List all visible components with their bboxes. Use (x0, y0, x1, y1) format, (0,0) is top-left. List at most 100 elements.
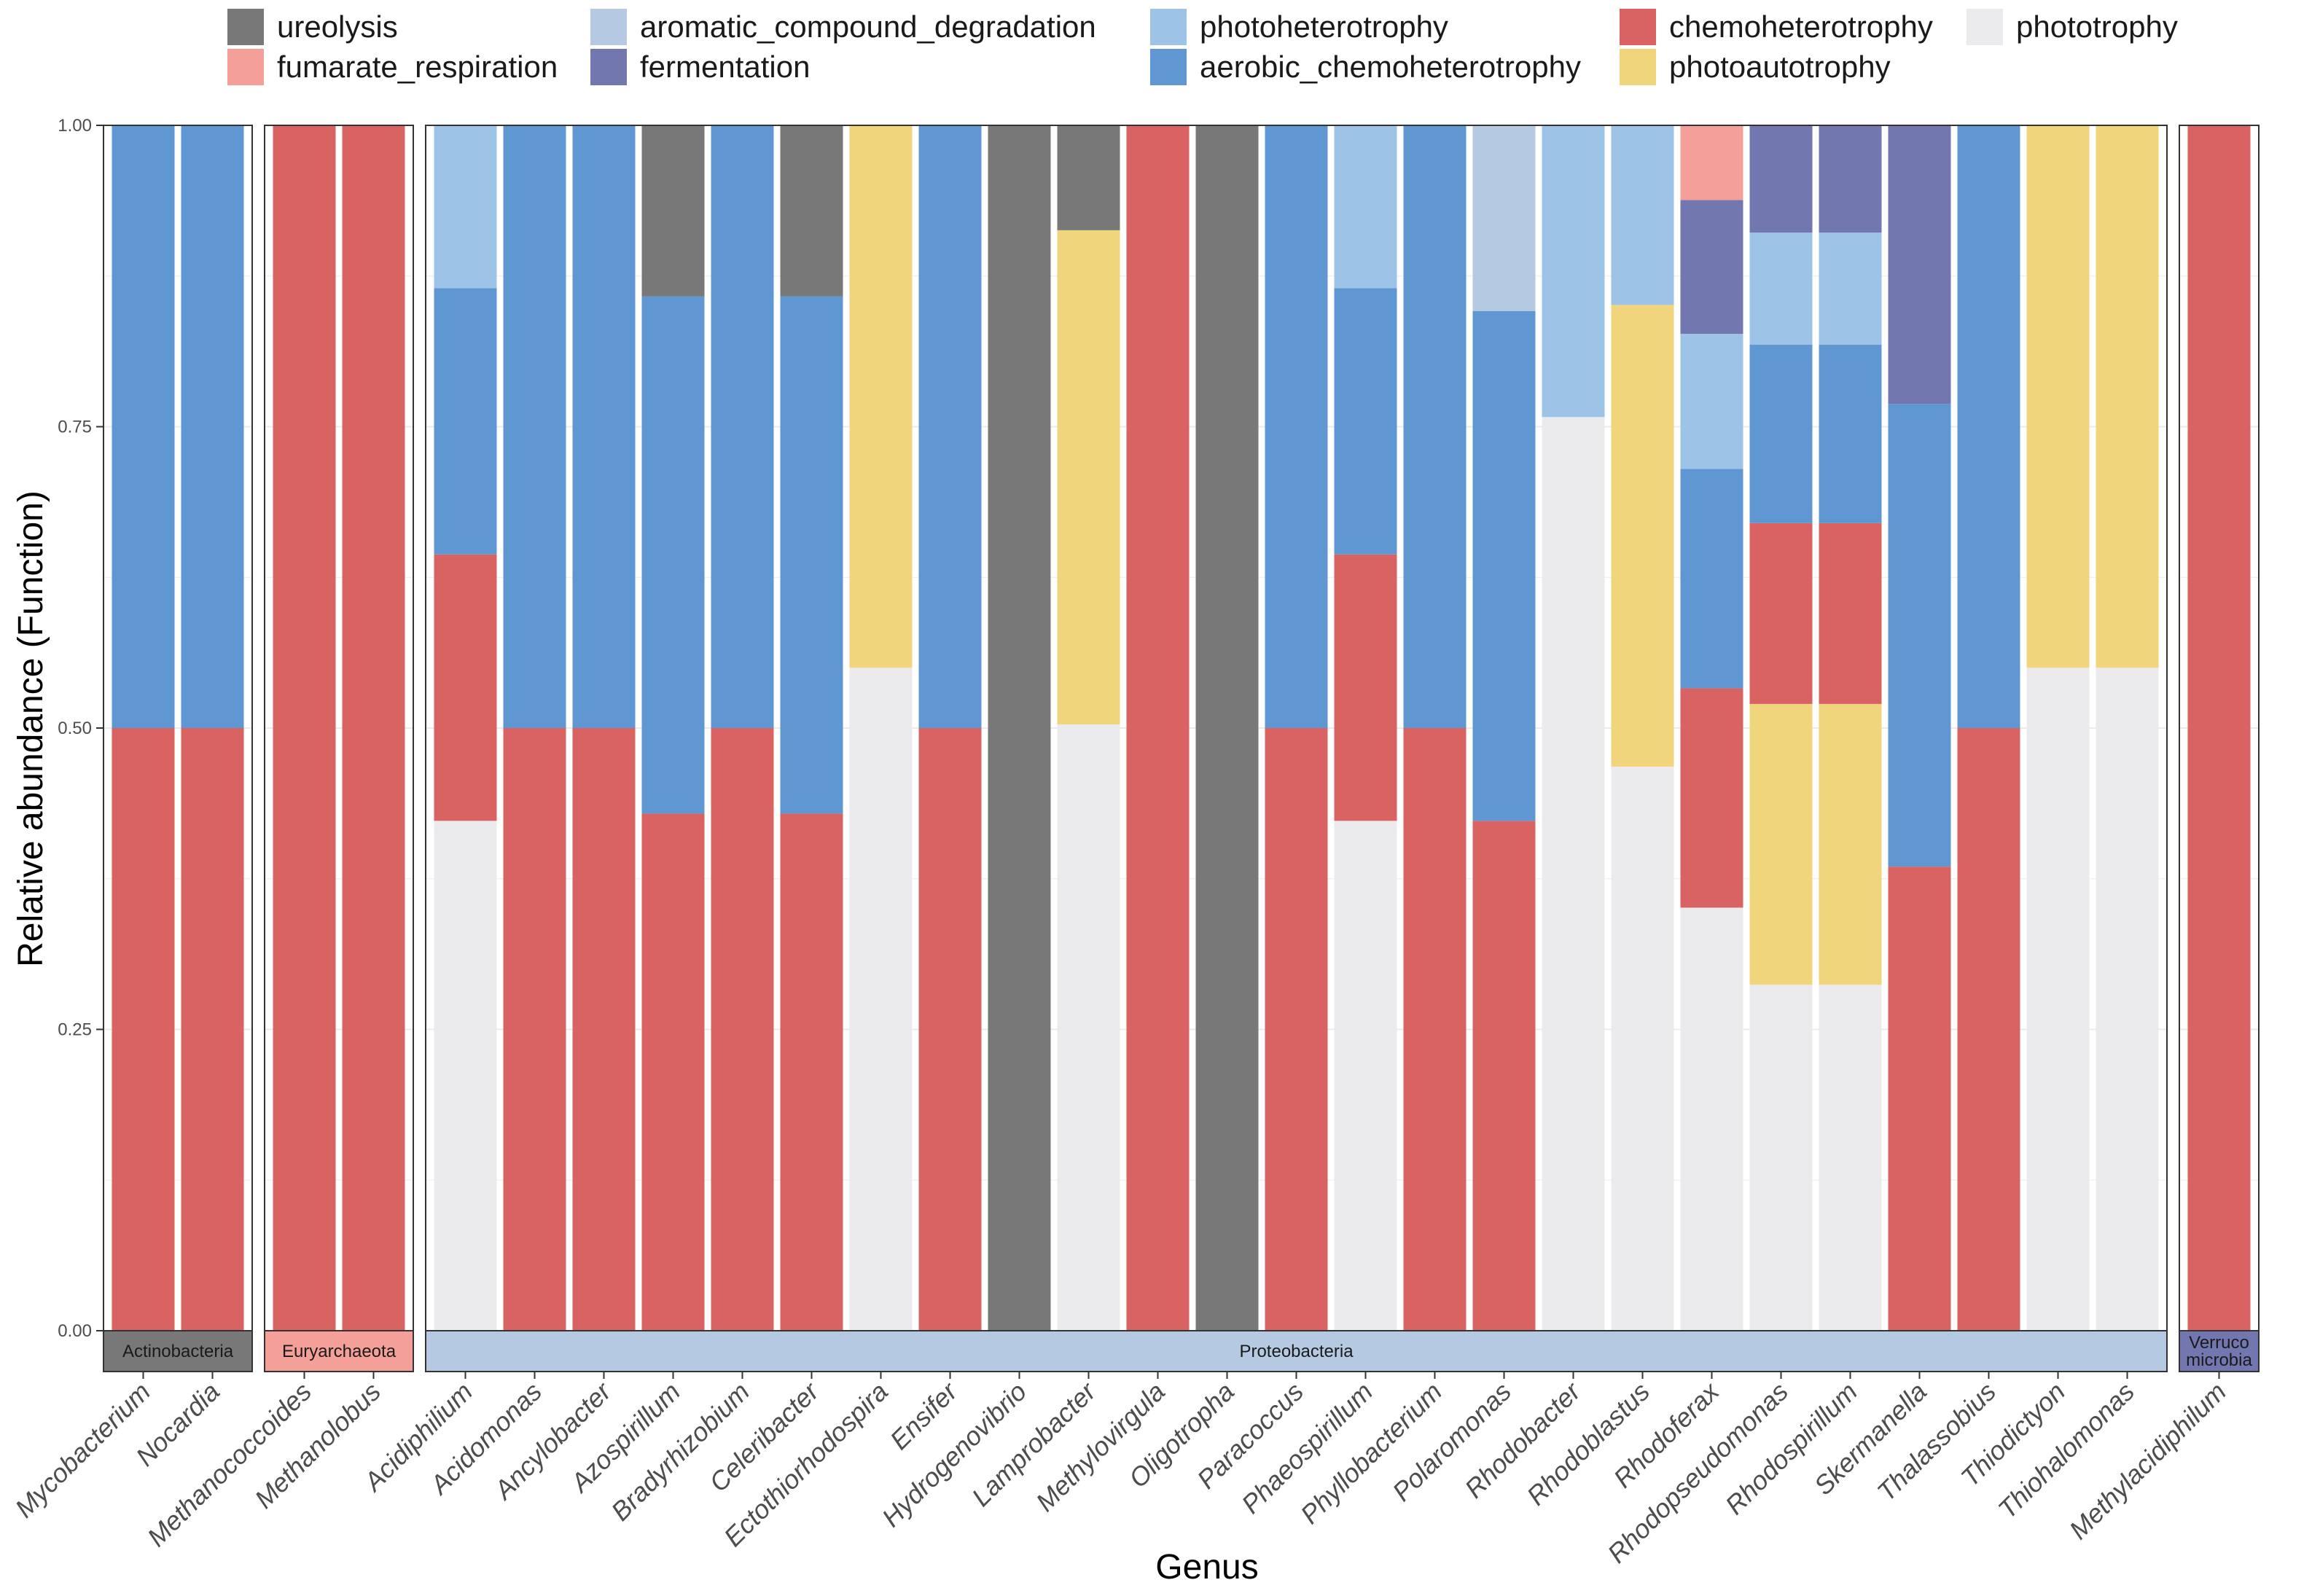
y-tick-label: 0.00 (58, 1321, 92, 1341)
bar-methylacidiphilum (2187, 125, 2251, 1331)
y-tick-label: 0.75 (58, 418, 92, 437)
facet-strip-background (264, 1330, 414, 1372)
y-axis: 0.00 0.25 0.50 0.75 1.00 (58, 116, 104, 1341)
bar-segment-thalassobius-aerobic-chemoheterotrophy (1957, 125, 2020, 728)
bar-segment-phaeospirillum-phototrophy (1334, 821, 1397, 1331)
bar-segment-rhodospirillum-fermentation (1819, 125, 1882, 233)
bar-methanococcoides (273, 125, 336, 1331)
bar-segment-ancylobacter-aerobic-chemoheterotrophy (572, 125, 636, 728)
bar-segment-rhodoferax-fermentation (1680, 200, 1743, 335)
bar-segment-skermanella-aerobic-chemoheterotrophy (1888, 404, 1951, 867)
bar-segment-rhodospirillum-aerobic-chemoheterotrophy (1819, 345, 1882, 523)
bar-segment-acidiphilium-aerobic-chemoheterotrophy (434, 288, 497, 555)
legend-item-photoheterotrophy: photoheterotrophy (1150, 9, 1448, 45)
x-axis-title: Genus (1155, 1548, 1258, 1587)
bar-methanolobus (342, 125, 405, 1331)
bar-segment-rhodoferax-chemoheterotrophy (1680, 688, 1743, 908)
legend-item-ureolysis: ureolysis (227, 9, 398, 45)
legend-label-phototrophy: phototrophy (2016, 9, 2178, 44)
legend-item-aerobic-chemoheterotrophy: aerobic_chemoheterotrophy (1150, 49, 1581, 85)
bar-paracoccus (1265, 125, 1328, 1331)
bar-segment-ectothiorhodospira-photoautotrophy (849, 125, 913, 668)
bar-segment-bradyrhizobium-chemoheterotrophy (711, 728, 774, 1331)
bar-segment-lamprobacter-photoautotrophy (1057, 230, 1120, 725)
bar-segment-rhodopseudomonas-photoheterotrophy (1749, 232, 1813, 345)
facet-strip-label: Verruco (2189, 1333, 2249, 1353)
bar-segment-methylacidiphilum-chemoheterotrophy (2187, 125, 2251, 1331)
bar-segment-oligotropha-ureolysis (1195, 125, 1259, 1331)
legend-label-aromatic-compound-degradation: aromatic_compound_degradation (640, 9, 1096, 44)
bar-segment-rhodoblastus-photoautotrophy (1611, 305, 1674, 767)
facet-panel-euryarchaeota: Euryarchaeota (264, 125, 414, 1372)
bar-ectothiorhodospira (849, 125, 913, 1331)
bar-skermanella (1888, 125, 1951, 1331)
bar-segment-phaeospirillum-photoheterotrophy (1334, 125, 1397, 289)
bar-segment-skermanella-chemoheterotrophy (1888, 867, 1951, 1331)
bar-segment-paracoccus-chemoheterotrophy (1265, 728, 1328, 1331)
bar-celeribacter (780, 125, 843, 1331)
bar-segment-rhodobacter-phototrophy (1542, 417, 1605, 1331)
bar-phyllobacterium (1403, 125, 1467, 1331)
facet-strip-euryarchaeota: Euryarchaeota (264, 1330, 414, 1372)
bar-segment-celeribacter-chemoheterotrophy (780, 813, 843, 1331)
y-tick-label: 0.50 (58, 719, 92, 738)
bar-segment-azospirillum-ureolysis (641, 125, 705, 297)
legend-swatch-photoautotrophy (1620, 49, 1656, 85)
bar-phaeospirillum (1334, 125, 1397, 1331)
bar-segment-bradyrhizobium-aerobic-chemoheterotrophy (711, 125, 774, 728)
legend-swatch-fermentation (590, 49, 627, 85)
facet-strip-label: Euryarchaeota (282, 1342, 397, 1361)
bar-rhodobacter (1542, 125, 1605, 1331)
facet-strip-label: microbia (2186, 1350, 2252, 1370)
bar-polaromonas (1472, 125, 1536, 1331)
bar-ancylobacter (572, 125, 636, 1331)
bar-segment-ancylobacter-chemoheterotrophy (572, 728, 636, 1331)
bar-segment-rhodopseudomonas-chemoheterotrophy (1749, 523, 1813, 704)
legend: ureolysis fumarate_respiration aromatic_co… (227, 9, 2178, 85)
bar-rhodoferax (1680, 125, 1743, 1331)
bar-rhodospirillum (1819, 125, 1882, 1331)
bar-segment-paracoccus-aerobic-chemoheterotrophy (1265, 125, 1328, 728)
bar-segment-rhodospirillum-chemoheterotrophy (1819, 523, 1882, 704)
bar-segment-ensifer-chemoheterotrophy (918, 728, 982, 1331)
facet-strip-proteobacteria: Proteobacteria (425, 1330, 2168, 1372)
bar-methylovirgula (1126, 125, 1190, 1331)
bar-segment-nocardia-chemoheterotrophy (181, 728, 244, 1331)
legend-swatch-aromatic-compound-degradation (590, 9, 627, 45)
bar-segment-rhodoferax-fumarate-respiration (1680, 125, 1743, 200)
bar-segment-polaromonas-aerobic-chemoheterotrophy (1472, 310, 1536, 821)
bar-segment-rhodopseudomonas-phototrophy (1749, 985, 1813, 1331)
bar-segment-methanolobus-chemoheterotrophy (342, 125, 405, 1331)
facet-panel-actinobacteria: Actinobacteria (103, 125, 253, 1372)
legend-item-aromatic-compound-degradation: aromatic_compound_degradation (590, 9, 1096, 45)
bar-segment-phaeospirillum-aerobic-chemoheterotrophy (1334, 288, 1397, 555)
bar-ensifer (918, 125, 982, 1331)
legend-item-fumarate-respiration: fumarate_respiration (227, 49, 558, 85)
bar-segment-lamprobacter-phototrophy (1057, 724, 1120, 1331)
bar-segment-skermanella-fermentation (1888, 125, 1951, 404)
legend-swatch-photoheterotrophy (1150, 9, 1187, 45)
bar-azospirillum (641, 125, 705, 1331)
bar-segment-rhodoferax-photoheterotrophy (1680, 334, 1743, 469)
facet-panel-proteobacteria: Proteobacteria (425, 125, 2168, 1372)
bar-lamprobacter (1057, 125, 1120, 1331)
bar-segment-polaromonas-aromatic-compound-degradation (1472, 125, 1536, 311)
bar-mycobacterium (112, 125, 175, 1331)
bar-segment-mycobacterium-aerobic-chemoheterotrophy (112, 125, 175, 728)
bar-segment-hydrogenovibrio-ureolysis (988, 125, 1051, 1331)
facet-strip-actinobacteria: Actinobacteria (103, 1330, 253, 1372)
bar-thiodictyon (2026, 125, 2090, 1331)
bar-segment-rhodoferax-aerobic-chemoheterotrophy (1680, 469, 1743, 689)
legend-label-aerobic-chemoheterotrophy: aerobic_chemoheterotrophy (1200, 50, 1581, 84)
legend-item-fermentation: fermentation (590, 49, 810, 85)
bar-acidomonas (503, 125, 566, 1331)
facet-strip-background (103, 1330, 253, 1372)
legend-label-photoautotrophy: photoautotrophy (1669, 50, 1891, 84)
legend-label-fermentation: fermentation (640, 50, 810, 84)
legend-swatch-chemoheterotrophy (1620, 9, 1656, 45)
legend-swatch-fumarate-respiration (227, 49, 264, 85)
bar-segment-azospirillum-aerobic-chemoheterotrophy (641, 296, 705, 814)
y-axis-title: Relative abundance (Function) (12, 490, 50, 967)
bar-segment-methylovirgula-chemoheterotrophy (1126, 125, 1190, 1331)
bar-segment-rhodospirillum-photoautotrophy (1819, 703, 1882, 985)
